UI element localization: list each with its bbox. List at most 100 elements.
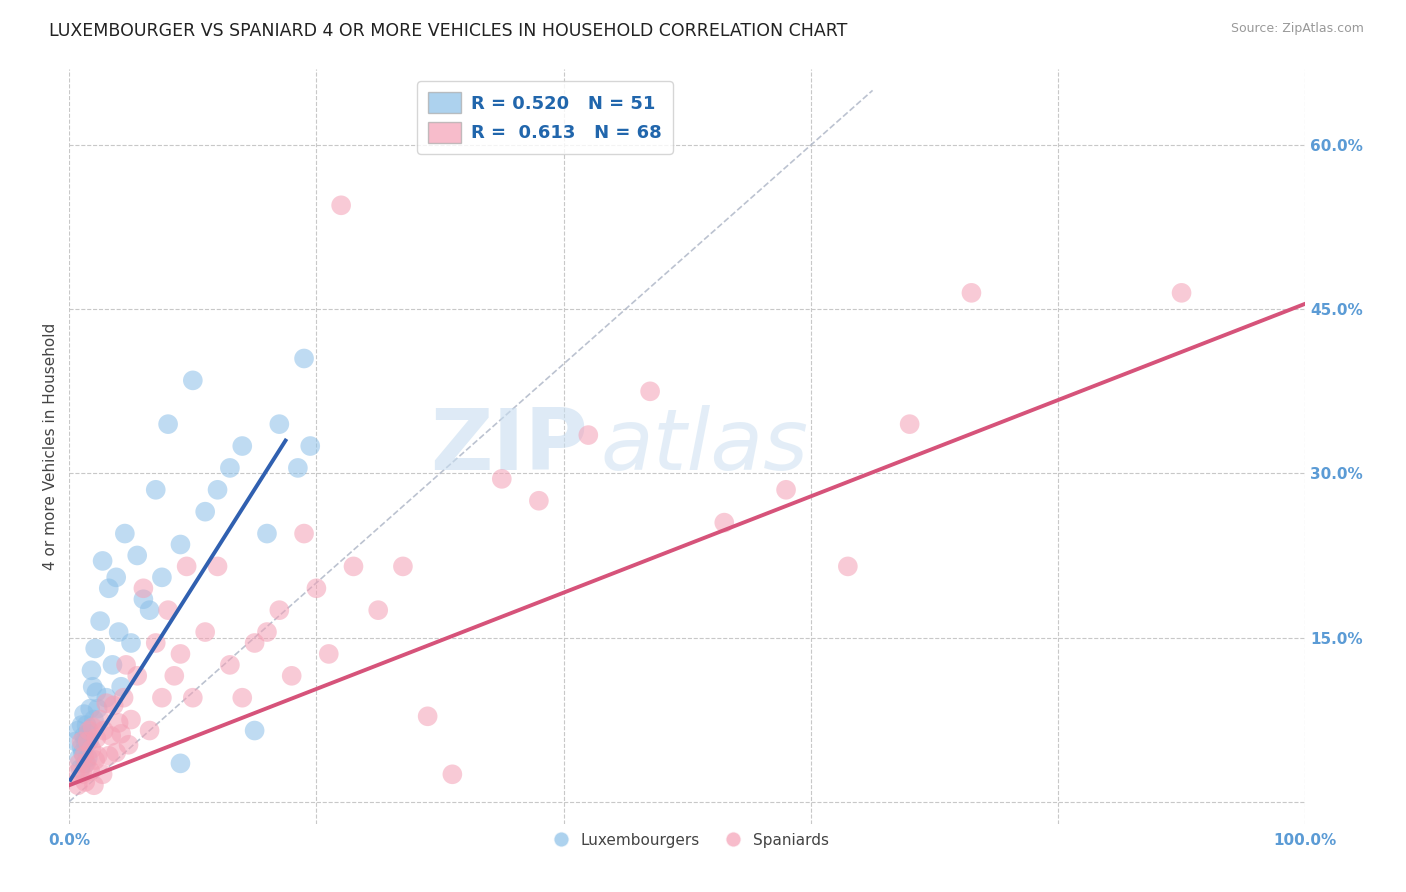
Point (76, 718, 98, 732)
Point (117, 738, 139, 752)
Point (169, 756, 191, 771)
Point (73, 707, 96, 722)
Point (342, 559, 364, 574)
Point (76, 756, 98, 771)
Point (960, 285, 983, 300)
Point (176, 559, 198, 574)
Point (86, 748, 108, 763)
Point (110, 680, 132, 694)
Point (70, 739, 93, 754)
Point (80, 664, 103, 678)
Point (287, 461, 309, 475)
Text: LUXEMBOURGER VS SPANIARD 4 OR MORE VEHICLES IN HOUSEHOLD CORRELATION CHART: LUXEMBOURGER VS SPANIARD 4 OR MORE VEHIC… (49, 22, 848, 40)
Point (299, 439, 322, 453)
Point (576, 428, 599, 442)
Point (93, 723, 115, 738)
Point (194, 625, 217, 640)
Point (120, 636, 142, 650)
Point (231, 439, 253, 453)
Point (73, 729, 96, 743)
Point (101, 657, 124, 672)
Point (107, 625, 129, 640)
Point (898, 417, 921, 431)
Point (65, 767, 87, 781)
Point (169, 647, 191, 661)
Point (231, 690, 253, 705)
Point (73, 748, 96, 763)
Point (89, 713, 111, 727)
Point (181, 690, 204, 705)
Point (107, 715, 129, 730)
Point (207, 559, 229, 574)
Point (163, 669, 186, 683)
Point (97, 748, 120, 763)
Point (207, 483, 229, 497)
Point (112, 690, 135, 705)
Point (76, 734, 98, 748)
Point (82, 720, 104, 734)
Point (243, 723, 266, 738)
Point (77, 723, 100, 738)
Point (97, 582, 120, 596)
Point (110, 727, 132, 741)
Point (75, 756, 97, 771)
Point (76, 727, 98, 741)
Point (75, 775, 97, 789)
Point (416, 709, 439, 723)
Point (837, 559, 859, 574)
Point (318, 647, 340, 661)
Text: ZIP: ZIP (430, 405, 588, 488)
Y-axis label: 4 or more Vehicles in Household: 4 or more Vehicles in Household (44, 322, 58, 570)
Point (72, 767, 94, 781)
Point (292, 526, 315, 541)
Point (72, 746, 94, 760)
Point (66, 778, 89, 792)
Point (86, 685, 108, 699)
Point (638, 384, 661, 399)
Point (527, 493, 550, 508)
Point (66, 723, 89, 738)
Point (169, 537, 191, 551)
Point (181, 373, 204, 387)
Point (269, 603, 291, 617)
Point (67, 751, 90, 765)
Point (280, 669, 302, 683)
Point (127, 549, 149, 563)
Point (80, 742, 103, 756)
Point (219, 657, 242, 672)
Point (150, 570, 173, 584)
Point (256, 625, 278, 640)
Point (150, 690, 173, 705)
Point (105, 746, 128, 760)
Point (491, 472, 513, 486)
Point (132, 592, 155, 607)
Point (127, 669, 149, 683)
Point (105, 570, 128, 584)
Point (89, 614, 111, 628)
Point (114, 526, 136, 541)
Text: Source: ZipAtlas.com: Source: ZipAtlas.com (1230, 22, 1364, 36)
Point (243, 636, 266, 650)
Point (83, 778, 105, 792)
Point (86, 731, 108, 746)
Point (219, 461, 242, 475)
Point (145, 483, 167, 497)
Point (713, 516, 735, 530)
Point (392, 559, 415, 574)
Point (115, 657, 138, 672)
Point (441, 767, 464, 781)
Point (79, 701, 101, 715)
Point (330, 198, 353, 212)
Point (120, 713, 142, 727)
Point (69, 762, 91, 776)
Point (75, 734, 97, 748)
Point (65, 734, 87, 748)
Point (305, 582, 328, 596)
Point (138, 723, 160, 738)
Point (145, 636, 167, 650)
Point (70, 718, 93, 732)
Point (132, 582, 155, 596)
Point (86, 701, 108, 715)
Point (84, 641, 107, 656)
Point (84, 753, 107, 767)
